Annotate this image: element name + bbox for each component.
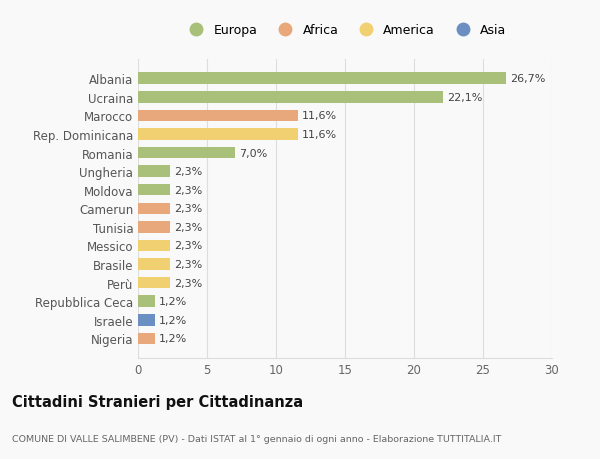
- Text: 7,0%: 7,0%: [239, 148, 267, 158]
- Text: 22,1%: 22,1%: [447, 93, 482, 102]
- Bar: [138, 92, 443, 103]
- Text: COMUNE DI VALLE SALIMBENE (PV) - Dati ISTAT al 1° gennaio di ogni anno - Elabora: COMUNE DI VALLE SALIMBENE (PV) - Dati IS…: [12, 434, 502, 442]
- Bar: [138, 185, 170, 196]
- Text: 1,2%: 1,2%: [158, 297, 187, 307]
- Bar: [138, 240, 170, 252]
- Text: 11,6%: 11,6%: [302, 129, 337, 140]
- Bar: [138, 73, 506, 85]
- Bar: [138, 147, 235, 159]
- Legend: Europa, Africa, America, Asia: Europa, Africa, America, Asia: [184, 24, 506, 37]
- Text: 2,3%: 2,3%: [174, 167, 202, 177]
- Bar: [138, 222, 170, 233]
- Bar: [138, 277, 170, 289]
- Text: 1,2%: 1,2%: [158, 334, 187, 344]
- Bar: [138, 129, 298, 140]
- Text: 2,3%: 2,3%: [174, 204, 202, 214]
- Bar: [138, 203, 170, 215]
- Text: 2,3%: 2,3%: [174, 185, 202, 195]
- Text: 2,3%: 2,3%: [174, 223, 202, 232]
- Bar: [138, 296, 155, 308]
- Bar: [138, 110, 298, 122]
- Text: Cittadini Stranieri per Cittadinanza: Cittadini Stranieri per Cittadinanza: [12, 394, 303, 409]
- Bar: [138, 333, 155, 344]
- Text: 26,7%: 26,7%: [511, 74, 546, 84]
- Text: 11,6%: 11,6%: [302, 111, 337, 121]
- Bar: [138, 166, 170, 178]
- Bar: [138, 314, 155, 326]
- Text: 2,3%: 2,3%: [174, 241, 202, 251]
- Text: 2,3%: 2,3%: [174, 259, 202, 269]
- Text: 1,2%: 1,2%: [158, 315, 187, 325]
- Bar: [138, 259, 170, 270]
- Text: 2,3%: 2,3%: [174, 278, 202, 288]
